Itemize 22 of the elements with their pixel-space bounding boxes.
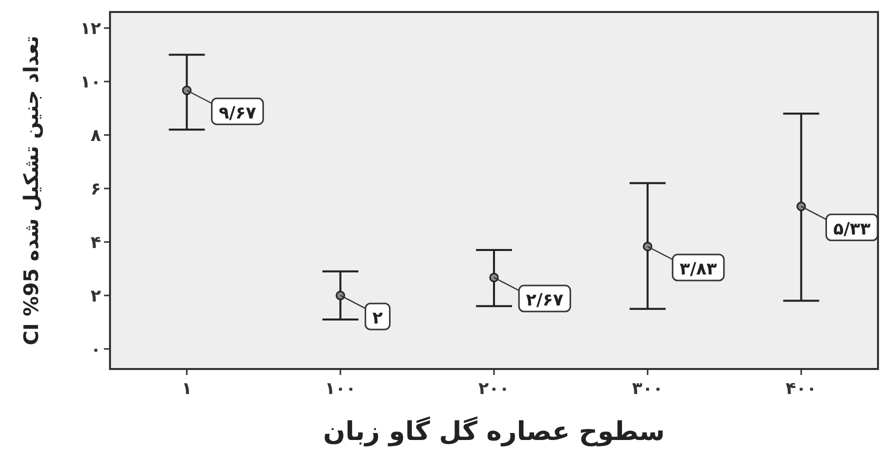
- x-tick-label: ۳۰۰: [632, 379, 664, 399]
- data-label: ۹/۶۷: [218, 103, 257, 124]
- data-label: ۵/۳۳: [833, 219, 872, 240]
- point: [336, 290, 346, 300]
- x-tick-label: ۱: [182, 379, 192, 399]
- y-tick-label: ۱۲: [80, 19, 102, 40]
- y-tick-label: ۴: [90, 232, 101, 253]
- y-tick-label: ۶: [90, 179, 101, 200]
- y-tick-label: ۸: [90, 126, 102, 146]
- y-tick-label: ۰: [90, 340, 101, 360]
- y-axis-title: تعداد جنین تشکیل شده 95% CI: [19, 36, 43, 346]
- point: [489, 272, 499, 282]
- point: [796, 202, 806, 212]
- data-label: ۲: [372, 308, 384, 328]
- x-tick-label: ۴۰۰: [786, 379, 817, 399]
- x-axis-title: سطوح عصاره گل گاو زبان: [323, 416, 665, 447]
- y-tick-label: ۲: [90, 286, 102, 306]
- data-label: ۲/۶۷: [526, 290, 564, 311]
- x-tick-label: ۱۰۰: [324, 379, 356, 399]
- x-tick-label: ۲۰۰: [478, 379, 510, 399]
- data-label: ۳/۸۳: [680, 260, 718, 280]
- y-tick-label: ۱۰: [80, 72, 101, 93]
